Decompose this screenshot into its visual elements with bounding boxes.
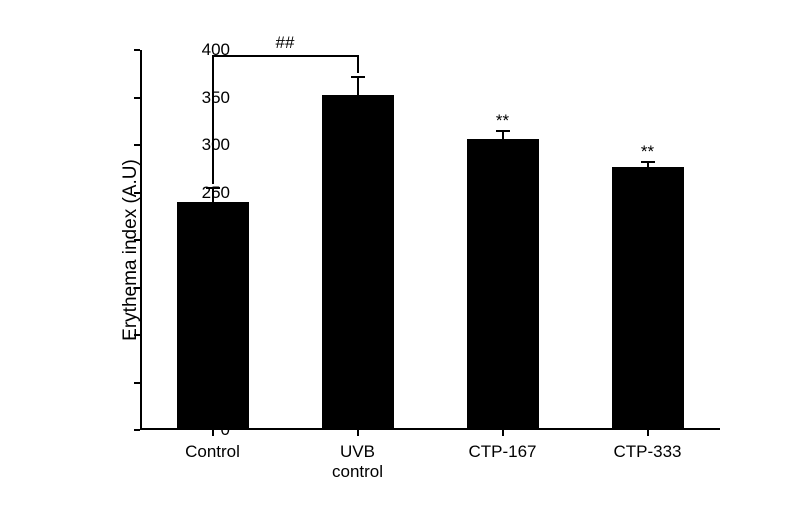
bar [177,202,249,430]
y-tick-label: 350 [202,88,230,108]
x-tick [212,430,214,436]
x-tick [647,430,649,436]
error-bar [502,131,504,140]
y-tick [134,429,140,431]
bar [322,95,394,430]
y-tick [134,334,140,336]
x-tick [502,430,504,436]
annotation-bracket-label: ## [276,33,295,53]
bracket-line [212,55,214,184]
bar [467,139,539,430]
y-tick-label: 300 [202,135,230,155]
y-tick [134,97,140,99]
error-bar [357,77,359,95]
x-tick-label: Control [185,442,240,462]
y-tick [134,49,140,51]
y-tick [134,287,140,289]
chart-container: Erythema index (A.U) 0501001502002503003… [80,30,760,470]
bracket-line [212,55,359,57]
y-axis-label: Erythema index (A.U) [120,159,142,341]
error-bar [212,188,214,202]
annotation-star: ** [496,111,509,131]
y-tick-label: 400 [202,40,230,60]
x-tick-label: UVBcontrol [332,442,383,483]
bracket-line [357,55,359,73]
x-tick-label: CTP-167 [468,442,536,462]
y-tick [134,144,140,146]
error-cap [351,76,365,78]
y-tick [134,192,140,194]
x-tick [357,430,359,436]
y-tick-label: 250 [202,183,230,203]
y-tick [134,382,140,384]
error-cap [206,187,220,189]
bar [612,167,684,430]
annotation-star: ** [641,142,654,162]
x-tick-label: CTP-333 [613,442,681,462]
y-tick [134,239,140,241]
